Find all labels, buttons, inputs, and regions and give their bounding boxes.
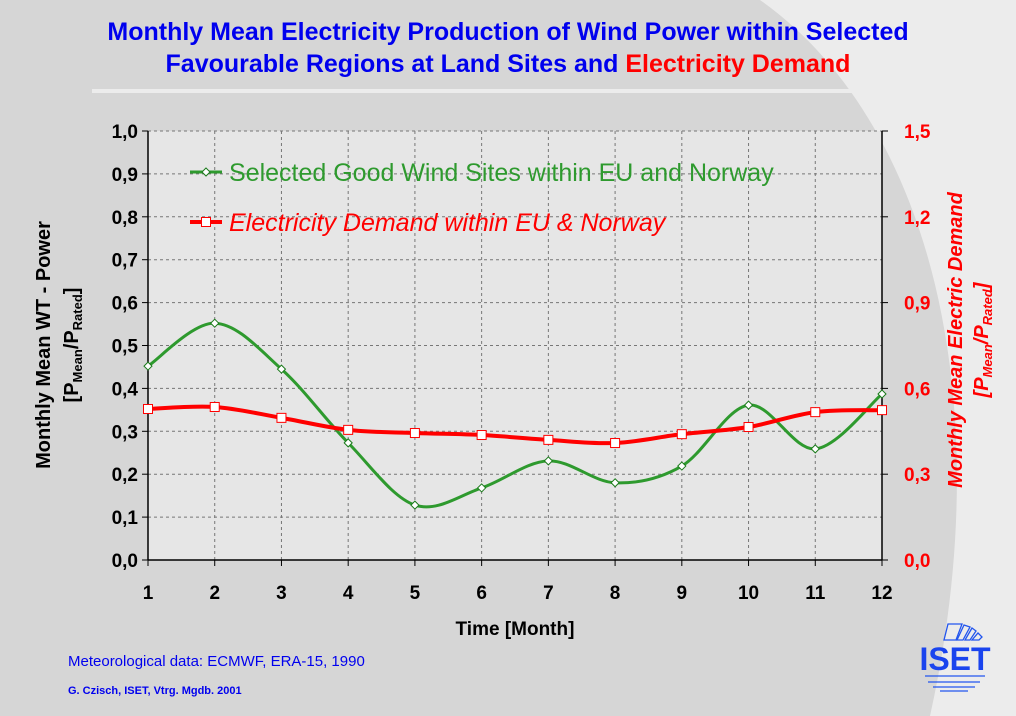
- wind-series-line: [147, 321, 883, 509]
- y-left-tick-label: 0,9: [112, 165, 138, 186]
- y-right-tick-label: 1,5: [904, 122, 931, 143]
- demand-data-point: [543, 434, 554, 445]
- y-left-unit: [PMean/PRated]: [61, 288, 85, 403]
- y-left-tick-label: 0,6: [112, 294, 138, 315]
- y-left-tick-label: 0,7: [112, 251, 138, 272]
- chart-title-line2: Favourable Regions at Land Sites and Ele…: [0, 48, 1016, 80]
- wind-data-point: [210, 318, 220, 328]
- y-left-tick-label: 1,0: [112, 122, 138, 143]
- x-tick-label: 3: [276, 583, 287, 604]
- y-right-tick-label: 0,9: [904, 294, 930, 315]
- logo-text: ISET: [919, 641, 991, 677]
- wind-data-point: [743, 400, 754, 410]
- y-left-tick-label: 0,2: [112, 465, 138, 486]
- x-tick-label: 7: [543, 583, 554, 604]
- y-axis-right-label: Monthly Mean Electric Demand [PMean/PRat…: [945, 191, 995, 487]
- y-right-tick-label: 0,0: [904, 551, 930, 572]
- legend-demand-label: Electricity Demand within EU & Norway: [229, 209, 667, 237]
- demand-data-point: [209, 401, 220, 412]
- y-left-tick-label: 0,1: [112, 508, 139, 529]
- wind-data-point: [476, 483, 487, 493]
- legend-wind-label: Selected Good Wind Sites within EU and N…: [229, 159, 774, 187]
- y-left-tick-label: 0,3: [112, 422, 138, 443]
- wind-data-point: [543, 456, 554, 466]
- y-left-tick-label: 0,8: [112, 208, 138, 229]
- title-part: Favourable Regions at Land Sites and: [165, 50, 626, 78]
- wind-data-point: [877, 389, 887, 399]
- demand-data-point: [143, 403, 153, 414]
- demand-data-point: [676, 429, 687, 440]
- x-tick-label: 1: [143, 583, 154, 604]
- y-left-tick-label: 0,0: [112, 551, 138, 572]
- demand-data-point: [610, 438, 621, 449]
- wind-data-point: [677, 461, 687, 471]
- y-right-title: Monthly Mean Electric Demand: [945, 191, 967, 487]
- y-right-tick-label: 0,6: [904, 379, 930, 400]
- legend: Selected Good Wind Sites within EU and N…: [190, 159, 774, 237]
- demand-data-point: [476, 430, 487, 441]
- x-tick-label: 8: [610, 583, 621, 604]
- y-right-tick-label: 0,3: [904, 465, 930, 486]
- x-tick-label: 5: [410, 583, 421, 604]
- y-left-tick-label: 0,4: [112, 379, 139, 400]
- y-axis-left-label: Monthly Mean WT - Power [PMean/PRated]: [33, 221, 85, 469]
- title-divider: [92, 89, 922, 93]
- credit-note: G. Czisch, ISET, Vtrg. Mgdb. 2001: [68, 685, 242, 697]
- title-part-demand: Electricity Demand: [625, 50, 851, 78]
- demand-data-point: [743, 422, 754, 433]
- demand-data-point: [877, 405, 887, 416]
- x-tick-label: 9: [677, 583, 688, 604]
- x-tick-label: 2: [209, 583, 220, 604]
- demand-data-point: [409, 428, 420, 439]
- wind-data-point: [810, 444, 820, 454]
- x-tick-label: 4: [343, 583, 354, 604]
- demand-data-point: [343, 424, 354, 435]
- wind-data-point: [343, 438, 353, 448]
- demand-data-point: [276, 412, 287, 423]
- demand-data-point: [810, 407, 821, 418]
- legend-demand-marker: [201, 217, 211, 227]
- wind-data-point: [143, 361, 153, 371]
- y-right-unit: [PMean/PRated]: [971, 281, 995, 398]
- iset-logo: ISET: [919, 623, 991, 692]
- y-right-tick-label: 1,2: [904, 208, 930, 229]
- y-left-title: Monthly Mean WT - Power: [33, 221, 55, 469]
- x-tick-label: 12: [871, 583, 892, 604]
- x-tick-label: 10: [738, 583, 759, 604]
- wind-data-point: [410, 500, 420, 510]
- demand-series-line: [147, 404, 883, 446]
- source-note: Meteorological data: ECMWF, ERA-15, 1990: [68, 653, 365, 670]
- x-tick-label: 11: [805, 583, 826, 604]
- y-left-tick-label: 0,5: [112, 337, 139, 358]
- wind-data-point: [610, 478, 620, 488]
- x-axis-label: Time [Month]: [456, 619, 575, 640]
- x-tick-label: 6: [476, 583, 487, 604]
- chart-title-line1: Monthly Mean Electricity Production of W…: [107, 18, 909, 46]
- wind-data-point: [276, 364, 287, 374]
- legend-wind-marker: [201, 167, 211, 177]
